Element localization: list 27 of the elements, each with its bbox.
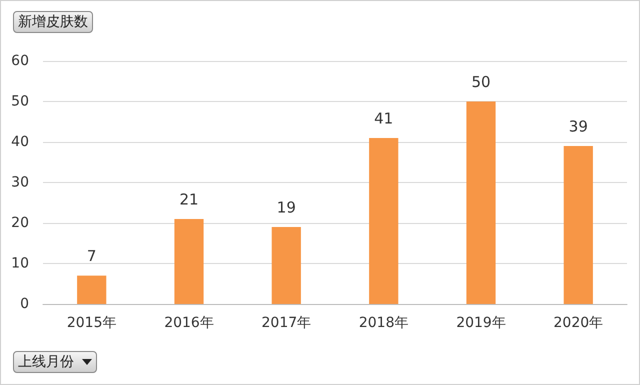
- x-tick-label: 2016年: [164, 315, 214, 331]
- x-tick-label: 2019年: [456, 315, 506, 331]
- y-tick-label: 40: [11, 134, 29, 150]
- bar: [369, 138, 398, 304]
- bar: [272, 227, 301, 304]
- x-tick-label: 2015年: [66, 315, 116, 331]
- bar: [174, 218, 204, 304]
- data-label: 7: [86, 247, 96, 266]
- y-tick-label: 60: [11, 53, 29, 69]
- x-tick-label: 2020年: [554, 315, 604, 331]
- x-tick-label: 2018年: [358, 315, 408, 331]
- y-tick-label: 0: [20, 296, 29, 312]
- data-label: 41: [374, 109, 394, 128]
- x-tick-label: 2017年: [262, 315, 312, 331]
- x-axis-title: 上线月份: [18, 353, 74, 371]
- data-label: 19: [276, 198, 296, 217]
- y-tick-label: 10: [11, 256, 29, 272]
- bar: [564, 146, 593, 304]
- data-label: 39: [568, 118, 588, 136]
- y-tick-label: 20: [11, 215, 29, 231]
- y-tick-label: 30: [11, 174, 29, 190]
- data-label: 50: [471, 73, 491, 91]
- y-tick-label: 50: [11, 94, 29, 110]
- bar: [77, 276, 106, 304]
- bar: [466, 102, 496, 304]
- y-axis-title: 新增皮肤数: [13, 11, 93, 33]
- data-label: 21: [179, 190, 199, 208]
